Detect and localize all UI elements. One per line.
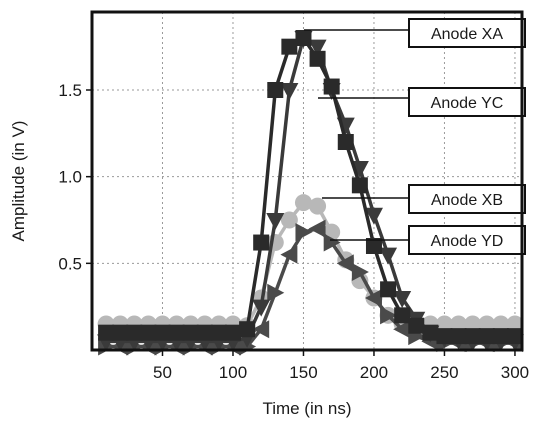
legend-box — [408, 184, 526, 214]
series-line — [106, 200, 515, 328]
data-point — [323, 78, 340, 95]
data-point — [308, 219, 326, 238]
x-tick-label: 250 — [430, 363, 458, 382]
legend-box — [408, 18, 526, 48]
data-point — [280, 245, 298, 264]
data-point — [464, 328, 481, 345]
data-point — [436, 328, 453, 345]
data-point — [350, 161, 369, 178]
y-tick-label: 1.5 — [58, 81, 82, 100]
data-point — [337, 134, 354, 150]
data-point — [280, 211, 298, 229]
legend-entry-anode-xa: Anode XA — [304, 18, 526, 48]
y-tick-label: 0.5 — [58, 254, 82, 273]
x-tick-label: 150 — [289, 363, 317, 382]
data-point — [224, 324, 241, 341]
data-point — [323, 233, 341, 252]
legend-box — [408, 87, 526, 117]
legend-label: Anode YD — [431, 233, 504, 250]
data-point — [506, 328, 523, 345]
data-point — [365, 238, 382, 254]
data-point — [364, 207, 383, 225]
data-point — [239, 321, 256, 338]
data-point — [112, 324, 129, 341]
legend-label: Anode YC — [431, 95, 504, 112]
data-point — [393, 291, 412, 308]
series-anode-xa — [98, 30, 523, 345]
x-axis-title: Time (in ns) — [262, 399, 351, 418]
data-point — [252, 320, 270, 339]
data-point — [351, 263, 369, 281]
data-point — [140, 324, 157, 341]
data-point — [126, 324, 143, 341]
series-layer — [97, 30, 524, 356]
data-point — [336, 254, 354, 273]
data-point — [281, 38, 298, 55]
legend-entry-anode-yd: Anode YD — [330, 225, 526, 255]
data-point — [309, 50, 326, 67]
legend-label: Anode XA — [431, 26, 503, 43]
legend-entry-anode-yc: Anode YC — [318, 87, 526, 117]
data-point — [422, 324, 439, 341]
data-point — [450, 328, 467, 345]
data-point — [380, 306, 398, 325]
legend-box — [408, 225, 526, 255]
data-point — [253, 234, 270, 251]
legend-entry-anode-xb: Anode XB — [322, 184, 526, 214]
data-point — [267, 82, 284, 98]
data-point — [309, 197, 327, 215]
data-point — [196, 324, 213, 341]
y-tick-label: 1.0 — [58, 168, 82, 187]
x-tick-label: 100 — [219, 363, 247, 382]
data-point — [492, 328, 509, 345]
data-point — [154, 324, 171, 341]
data-point — [393, 320, 411, 339]
plot-frame — [90, 10, 524, 352]
data-point — [168, 324, 185, 341]
data-point — [182, 324, 199, 341]
data-point — [394, 307, 411, 324]
x-tick-label: 300 — [501, 363, 529, 382]
data-point — [364, 289, 382, 307]
data-point — [295, 30, 312, 46]
data-point — [380, 281, 397, 298]
data-point — [478, 328, 495, 345]
gridlines — [92, 12, 522, 350]
data-point — [98, 324, 115, 341]
x-tick-label: 200 — [360, 363, 388, 382]
legend: Anode XA Anode YC Anode XB Anode YD — [304, 18, 526, 255]
legend-label: Anode XB — [431, 192, 503, 209]
data-point — [379, 247, 398, 265]
data-point — [267, 283, 285, 302]
data-point — [294, 194, 312, 212]
data-point — [351, 177, 368, 194]
data-point — [308, 39, 327, 57]
data-point — [280, 83, 299, 100]
x-tick-label: 50 — [153, 363, 172, 382]
y-axis-title: Amplitude (in V) — [9, 121, 28, 242]
data-point — [210, 324, 227, 341]
data-point — [252, 299, 271, 317]
series-anode-xb — [97, 194, 524, 335]
data-point — [408, 317, 425, 334]
data-point — [295, 223, 313, 242]
data-point — [266, 213, 285, 230]
axis-ticks: 50 100 150 200 250 300 0.5 1.0 1.5 — [58, 81, 529, 382]
